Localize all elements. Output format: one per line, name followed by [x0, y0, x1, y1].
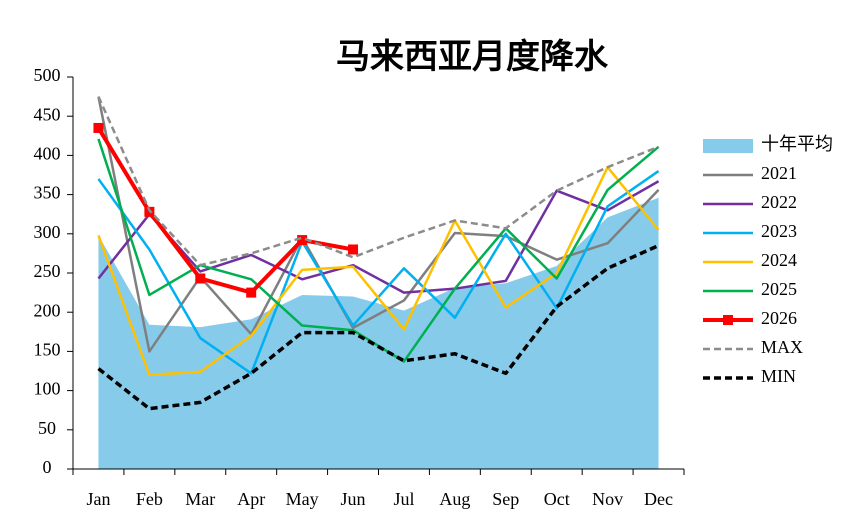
- y-tick-label: 50: [38, 418, 56, 438]
- line: [97, 165, 660, 377]
- x-tick-label: May: [286, 489, 319, 509]
- x-tick-label: Apr: [237, 489, 265, 509]
- y-tick-label: 500: [34, 65, 61, 85]
- marker: [195, 273, 206, 284]
- y-tick-label: 200: [34, 300, 61, 320]
- y-tick-label: 100: [34, 379, 61, 399]
- y-tick-label: 450: [34, 104, 61, 124]
- legend-label: 2022: [761, 192, 797, 212]
- y-tick-label: 400: [34, 144, 61, 164]
- marker: [348, 244, 359, 255]
- x-tick-label: Feb: [136, 489, 163, 509]
- y-tick-label: 150: [34, 340, 61, 360]
- marker: [246, 287, 257, 298]
- y-tick-label: 0: [43, 457, 52, 477]
- x-tick-label: Jul: [393, 489, 414, 509]
- line: [97, 96, 660, 267]
- legend-label: 2021: [761, 163, 797, 183]
- x-tick-label: Mar: [185, 489, 215, 509]
- y-tick-label: 250: [34, 261, 61, 281]
- line: [97, 180, 660, 294]
- marker: [297, 235, 308, 246]
- x-tick-label: Dec: [644, 489, 673, 509]
- x-tick-label: Oct: [544, 489, 570, 509]
- x-tick-label: Nov: [592, 489, 623, 509]
- y-tick-label: 350: [34, 183, 61, 203]
- chart-title: 马来西亚月度降水: [336, 38, 609, 76]
- legend-label: 十年平均: [761, 134, 833, 154]
- x-tick-label: Jan: [86, 489, 110, 509]
- y-tick-label: 300: [34, 222, 61, 242]
- line: [97, 243, 660, 411]
- legend-label: 2026: [761, 308, 797, 328]
- legend-marker: [723, 315, 733, 325]
- legend-swatch: [703, 139, 753, 153]
- legend-label: MAX: [761, 337, 803, 357]
- x-tick-label: Sep: [492, 489, 519, 509]
- legend-label: 2024: [761, 250, 797, 270]
- legend-label: 2023: [761, 221, 797, 241]
- x-tick-label: Aug: [439, 489, 470, 509]
- legend-label: MIN: [761, 366, 796, 386]
- marker: [93, 122, 104, 133]
- x-tick-label: Jun: [341, 489, 366, 509]
- area: [98, 197, 659, 469]
- legend-label: 2025: [761, 279, 797, 299]
